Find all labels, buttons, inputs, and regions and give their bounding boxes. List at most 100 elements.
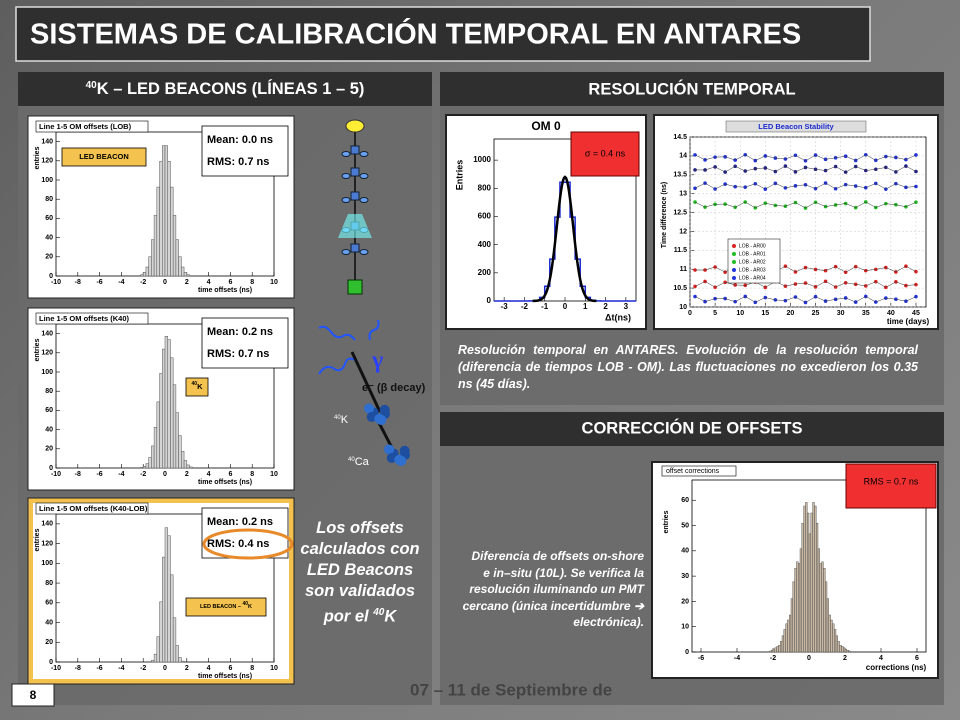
plot-title-box	[725, 120, 867, 133]
x-tick-label: 2	[843, 655, 847, 662]
legend-entry: LOB - AR04	[739, 275, 766, 281]
hist-bin	[153, 427, 158, 469]
y-tick-label: 0	[49, 659, 53, 666]
x-tick-label: 25	[812, 310, 820, 317]
legend-entry: LOB - AR00	[739, 243, 766, 249]
y-tick-label: 800	[478, 183, 492, 192]
y-tick-label: 60	[45, 600, 53, 607]
y-tick-label: 140	[41, 330, 53, 337]
x-tick-label: 8	[250, 471, 254, 478]
tag: 40K	[192, 381, 204, 391]
gamma-wave	[318, 325, 356, 341]
note-text: Los offsets calculados con LED Beacons s…	[300, 519, 420, 626]
gamma-wave	[368, 319, 380, 341]
hist-bin	[170, 186, 174, 277]
legend-box	[727, 238, 781, 284]
x-tick-label: -10	[51, 279, 61, 286]
x-tick-label: 6	[915, 655, 919, 662]
plot-title: OM 0	[531, 119, 561, 133]
y-tick-label: 20	[45, 639, 53, 646]
y-tick-label: 40	[45, 426, 53, 433]
nucleon	[384, 444, 395, 455]
x-tick-label: 6	[228, 279, 232, 286]
hist-bin	[145, 463, 149, 469]
om	[359, 151, 369, 157]
x-tick-label: -4	[734, 655, 740, 662]
hist-bin	[805, 502, 808, 653]
x-tick-label: 20	[787, 310, 795, 317]
stats-box	[201, 317, 289, 369]
y-tick-label: 30	[681, 573, 689, 580]
hist-bin	[175, 239, 179, 277]
nucleon	[366, 411, 377, 422]
x-tick-label: 10	[270, 279, 278, 286]
om	[359, 197, 369, 203]
plot-title-box	[661, 465, 737, 477]
hist-bin	[798, 563, 801, 653]
y-tick-label: 11	[680, 266, 688, 273]
legend-entry: LOB - AR02	[739, 259, 766, 265]
hist-bin	[153, 653, 158, 663]
hist-bin	[776, 646, 779, 653]
hist-bin	[790, 598, 793, 653]
hist-bin	[186, 274, 190, 277]
y-tick-label: 10.5	[673, 285, 687, 292]
stats-box	[201, 125, 289, 177]
x-tick-label: 0	[807, 655, 811, 662]
hist-bin	[832, 623, 835, 653]
x-tick-label: 8	[250, 279, 254, 286]
hist-bin	[799, 548, 802, 653]
series-line	[694, 182, 916, 190]
y-tick-label: 120	[41, 540, 53, 547]
y-axis-label: entries	[34, 528, 41, 551]
legend-marker	[732, 260, 736, 264]
tag-box	[185, 597, 267, 617]
hist-bin	[814, 505, 817, 653]
resolution-header-bar	[440, 72, 944, 106]
hist-bin	[172, 617, 177, 663]
hist-bin	[178, 657, 182, 663]
hist-bin	[816, 523, 819, 653]
nucleon	[394, 454, 405, 465]
hist-bin	[181, 451, 185, 469]
hist-bin	[835, 635, 838, 653]
y-tick-label: 13.5	[673, 172, 687, 179]
x-tick-label: -10	[51, 471, 61, 478]
x-tick-label: -8	[75, 665, 81, 672]
nucleon	[374, 413, 385, 424]
hist-bin	[178, 435, 182, 469]
electron-label: e⁻ (β decay)	[362, 382, 426, 394]
hist-bin	[142, 272, 147, 277]
y-tick-label: 80	[45, 580, 53, 587]
hist-bin	[148, 256, 152, 277]
hist-bin	[830, 619, 833, 653]
x-tick-label: -10	[51, 665, 61, 672]
hist-bin	[175, 412, 179, 469]
legend-entry: LOB - AR01	[739, 251, 766, 257]
x-tick-label: -8	[75, 279, 81, 286]
k40-sup: 40	[334, 415, 341, 421]
y-tick-label: 0	[685, 649, 689, 656]
x-tick-label: -8	[75, 471, 81, 478]
x-tick-label: 4	[207, 665, 211, 672]
step-histogram	[494, 181, 636, 302]
y-tick-label: 60	[45, 407, 53, 414]
x-axis-label: time (days)	[887, 317, 930, 326]
x-tick-label: 6	[228, 471, 232, 478]
y-tick-label: 10	[679, 304, 687, 311]
storey	[350, 145, 360, 155]
hist-bin	[140, 274, 144, 277]
x-tick-label: -4	[118, 471, 124, 478]
y-tick-label: 100	[41, 560, 53, 567]
y-tick-label: 40	[45, 234, 53, 241]
y-tick-label: 120	[41, 350, 53, 357]
hist-bin	[140, 467, 144, 469]
hist-bin	[170, 357, 174, 469]
y-tick-label: 10	[681, 624, 689, 631]
y-tick-label: 50	[681, 522, 689, 529]
om	[341, 151, 351, 157]
stats-rms: RMS: 0.4 ns	[207, 538, 269, 550]
tag: LED BEACON – 40K	[200, 601, 252, 610]
